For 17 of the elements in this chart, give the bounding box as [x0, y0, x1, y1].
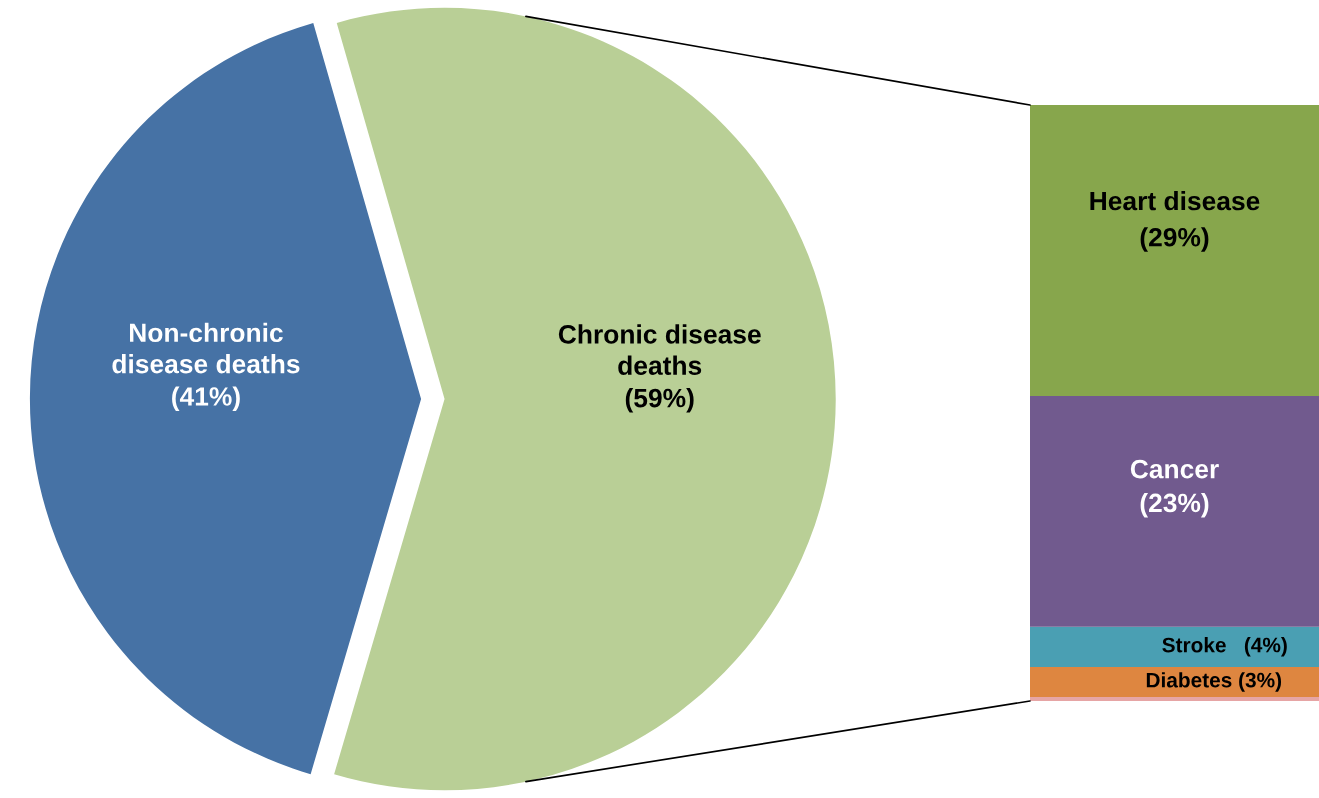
- slice-label: Non-chronic disease deaths: [112, 322, 300, 374]
- bar: [1030, 696, 1319, 701]
- bar: [1030, 395, 1319, 627]
- data-label: (59%): [625, 388, 694, 413]
- bar: [1030, 666, 1319, 697]
- series-label: Diabetes: [1146, 672, 1232, 688]
- series-label: Stroke: [1162, 637, 1226, 653]
- series-label: Heart disease: [1090, 190, 1260, 211]
- bar: [1030, 105, 1319, 396]
- data-label: (23%): [1140, 492, 1209, 518]
- series-label: Cancer: [1130, 459, 1219, 479]
- slice-label: Chronic disease deaths: [558, 324, 761, 375]
- data-label: (41%): [172, 386, 240, 412]
- data-label: (29%): [1140, 227, 1209, 252]
- bar: [1030, 626, 1319, 667]
- data-label: (3%): [1239, 672, 1282, 692]
- data-label: (4%): [1244, 637, 1287, 657]
